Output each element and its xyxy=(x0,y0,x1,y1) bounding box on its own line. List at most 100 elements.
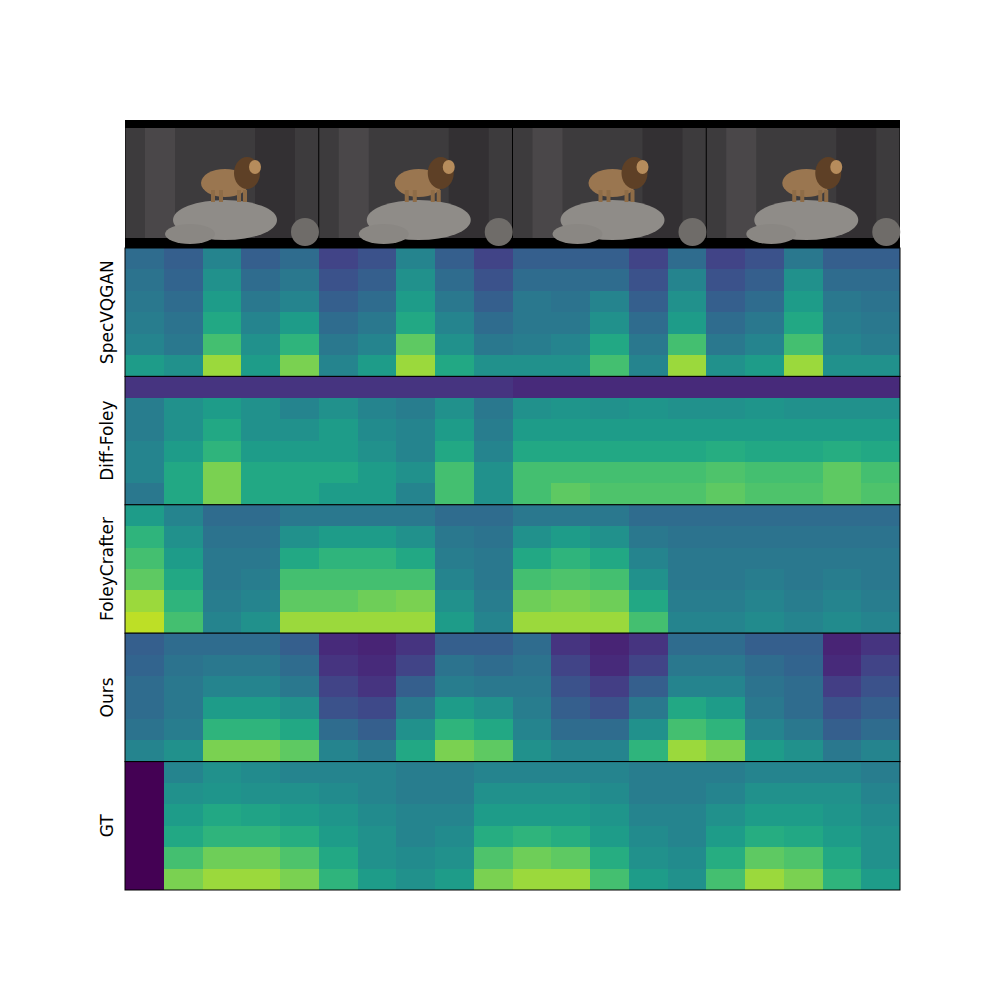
spectrogram-cell xyxy=(319,312,358,334)
spectrogram-cell xyxy=(203,548,242,570)
spectrogram-cell xyxy=(861,483,900,504)
panel-label: GT xyxy=(97,814,117,838)
spectrogram-cell xyxy=(164,719,203,741)
spectrogram-cell xyxy=(784,376,823,398)
spectrogram-cell xyxy=(358,269,397,291)
spectrogram-cell xyxy=(784,569,823,591)
spectrogram-cell xyxy=(125,847,164,869)
spectrogram-cell xyxy=(823,548,862,570)
spectrogram-cell xyxy=(513,419,552,441)
spectrogram-cell xyxy=(435,719,474,741)
spectrogram-cell xyxy=(280,398,319,420)
spectrogram-cell xyxy=(706,483,745,504)
spectrogram-cell xyxy=(474,462,513,484)
spectrogram-cell xyxy=(319,783,358,805)
video-frame xyxy=(707,128,901,246)
spectrogram-cell xyxy=(784,526,823,548)
spectrogram-cell xyxy=(125,719,164,741)
lion-head xyxy=(830,160,842,174)
spectrogram-cell xyxy=(668,269,707,291)
spectrogram-cell xyxy=(280,869,319,890)
spectrogram-cell xyxy=(474,334,513,356)
spectrogram-cell xyxy=(280,590,319,612)
spectrogram-cell xyxy=(280,505,319,527)
spectrogram-cell xyxy=(241,697,280,719)
spectrogram-cell xyxy=(125,248,164,270)
spectrogram-cell xyxy=(551,590,590,612)
spectrogram-cell xyxy=(745,376,784,398)
rock-texture xyxy=(145,128,175,238)
spectrogram-cell xyxy=(474,783,513,805)
spectrogram-cell xyxy=(668,248,707,270)
spectrogram-cell xyxy=(745,355,784,376)
lion-mane xyxy=(428,157,454,189)
spectrogram-cell xyxy=(396,740,435,761)
spectrogram-cell xyxy=(861,312,900,334)
spectrogram-cell xyxy=(706,719,745,741)
spectrogram-cell xyxy=(435,462,474,484)
spectrogram-cell xyxy=(474,655,513,677)
spectrogram-cell xyxy=(164,804,203,826)
spectrogram-cell xyxy=(513,248,552,270)
spectrogram-cell xyxy=(203,847,242,869)
spectrogram-cell xyxy=(668,783,707,805)
spectrogram-cell xyxy=(203,248,242,270)
lion-leg xyxy=(824,190,828,202)
spectrogram-cell xyxy=(474,697,513,719)
spectrogram-cell xyxy=(474,248,513,270)
spectrogram-cell xyxy=(590,569,629,591)
lion-mane xyxy=(234,157,260,189)
spectrogram-cell xyxy=(241,869,280,890)
spectrogram-cell xyxy=(784,398,823,420)
spectrogram-cell xyxy=(745,526,784,548)
spectrogram-cell xyxy=(241,398,280,420)
spectrogram-cell xyxy=(745,697,784,719)
spectrogram-cell xyxy=(241,355,280,376)
spectrogram-cell xyxy=(629,612,668,633)
spectrogram-cell xyxy=(241,419,280,441)
spectrogram-cell xyxy=(280,419,319,441)
spectrogram-cell xyxy=(319,462,358,484)
boulder xyxy=(679,218,707,246)
spectrogram-cell xyxy=(319,569,358,591)
spectrogram-cell xyxy=(358,826,397,848)
boulder xyxy=(291,218,319,246)
spectrogram-cell xyxy=(280,312,319,334)
spectrogram-cell xyxy=(396,334,435,356)
spectrogram-cell xyxy=(745,462,784,484)
spectrogram-cell xyxy=(668,719,707,741)
spectrogram-cell xyxy=(784,291,823,313)
lion-leg xyxy=(219,190,223,202)
spectrogram-cell xyxy=(551,548,590,570)
spectrogram-cell xyxy=(745,291,784,313)
spectrogram-cell xyxy=(203,762,242,784)
spectrogram-cell xyxy=(668,483,707,504)
spectrogram-cell xyxy=(396,633,435,655)
spectrogram-cell xyxy=(629,248,668,270)
spectrogram-cell xyxy=(474,762,513,784)
spectrogram-cell xyxy=(590,590,629,612)
spectrogram-cell xyxy=(203,804,242,826)
spectrogram-cell xyxy=(513,719,552,741)
lion-leg xyxy=(237,190,241,202)
spectrogram-cell xyxy=(629,676,668,698)
spectrogram-cell xyxy=(241,590,280,612)
spectrogram-cell xyxy=(125,612,164,633)
spectrogram-cell xyxy=(280,655,319,677)
spectrogram-cell xyxy=(241,548,280,570)
spectrogram-cell xyxy=(164,847,203,869)
spectrogram-cell xyxy=(629,783,668,805)
boulder xyxy=(165,224,215,244)
spectrogram-cell xyxy=(164,355,203,376)
spectrogram-cell xyxy=(474,398,513,420)
spectrogram-cell xyxy=(164,569,203,591)
spectrogram-cell xyxy=(861,376,900,398)
spectrogram-cell xyxy=(396,291,435,313)
spectrogram-cell xyxy=(823,590,862,612)
spectrogram-cell xyxy=(280,548,319,570)
spectrogram-cell xyxy=(319,376,358,398)
spectrogram-cell xyxy=(125,826,164,848)
spectrogram-cell xyxy=(319,398,358,420)
lion-leg xyxy=(631,190,635,202)
spectrogram-cell xyxy=(590,719,629,741)
